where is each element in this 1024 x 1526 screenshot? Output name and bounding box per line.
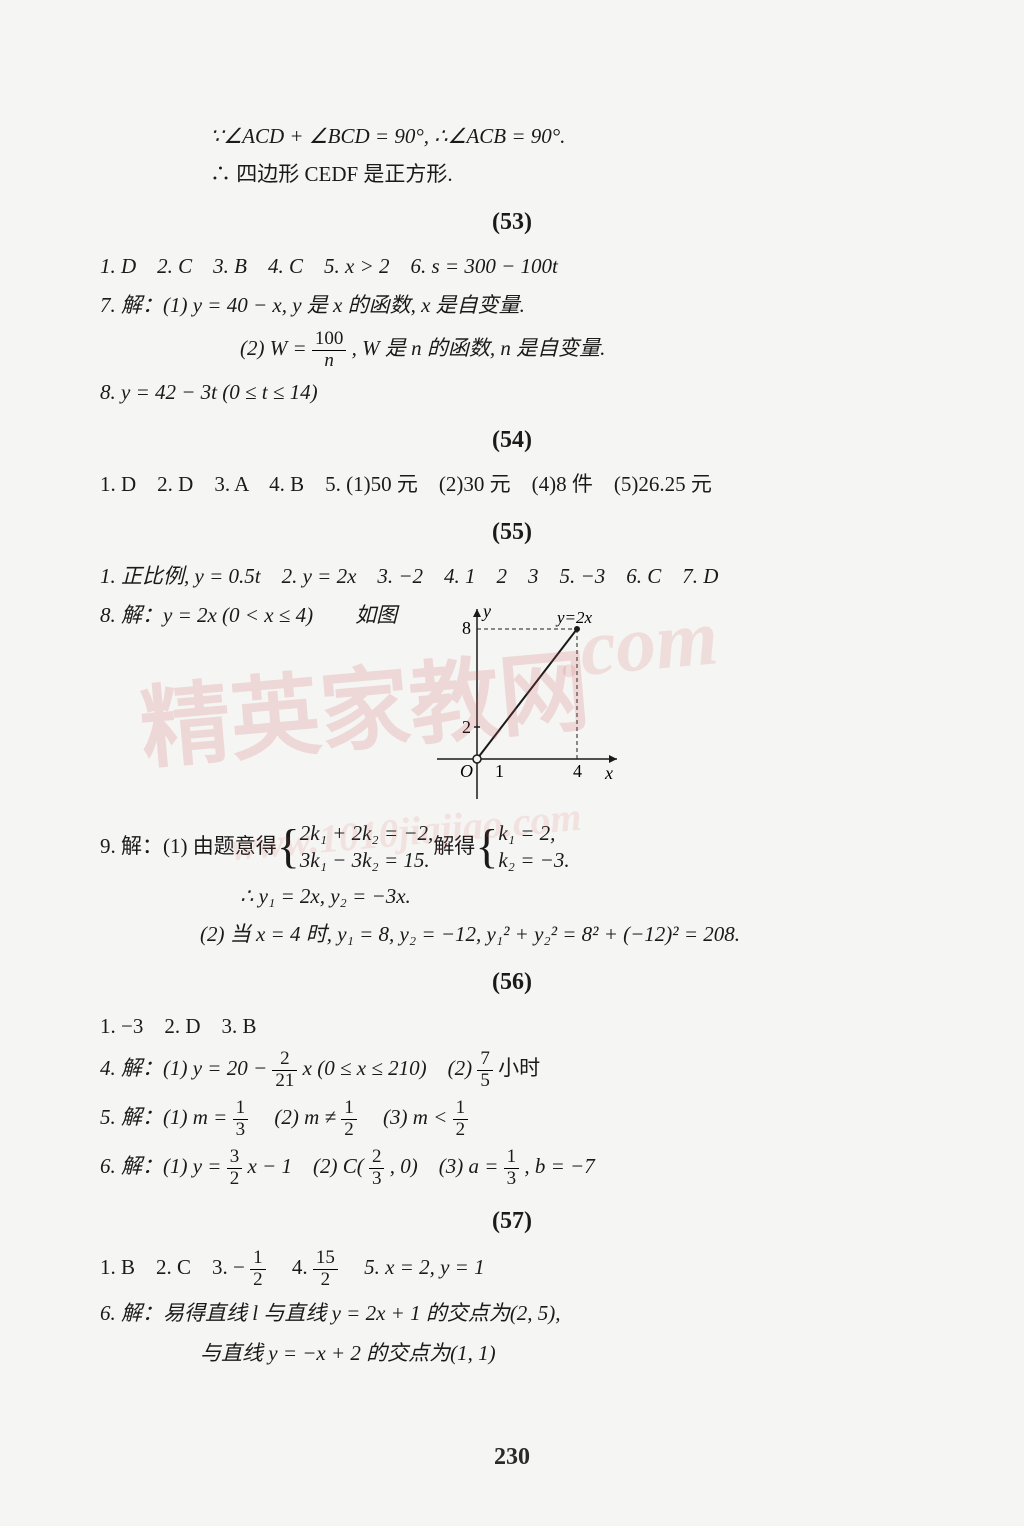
frac-num: 15 (313, 1248, 338, 1270)
svg-text:y: y (481, 601, 491, 621)
s56-q5-mid2: (3) m < (362, 1105, 453, 1129)
s55-answers-row1: 1. 正比例, y = 0.5t 2. y = 2x 3. −2 4. 1 2 … (100, 560, 924, 594)
s53-q7-part2: (2) W = 100 n , W 是 n 的函数, n 是自变量. (100, 329, 924, 372)
section-57-header: (57) (100, 1202, 924, 1240)
svg-text:2: 2 (462, 717, 471, 737)
frac-num: 2 (272, 1049, 297, 1071)
s57-answers-row1: 1. B 2. C 3. − 12 4. 152 5. x = 2, y = 1 (100, 1248, 924, 1291)
section-56-header: (56) (100, 963, 924, 1001)
section-53-header: (53) (100, 203, 924, 241)
s56-q5-pre: 5. 解：(1) m = (100, 1105, 233, 1129)
sol2: k₂ = −3. (498, 847, 569, 874)
svg-text:8: 8 (462, 618, 471, 638)
s57-row1-post: 5. x = 2, y = 1 (343, 1255, 484, 1279)
s53-q7-part1: 7. 解：(1) y = 40 − x, y 是 x 的函数, x 是自变量. (100, 289, 924, 323)
s56-q5-frac1: 13 (233, 1098, 249, 1141)
left-brace-2: { (475, 825, 498, 868)
frac-num: 1 (453, 1098, 469, 1120)
frac-num: 3 (227, 1147, 243, 1169)
s55-q9-part1: 9. 解：(1) 由题意得 { 2k₁ + 2k₂ = −2, 3k₁ − 3k… (100, 820, 924, 875)
frac-den: 2 (453, 1120, 469, 1141)
s53-q7b-fraction: 100 n (312, 329, 347, 372)
s56-q6-post: , b = −7 (524, 1154, 594, 1178)
frac-den: 3 (233, 1120, 249, 1141)
page-content: ∵∠ACD + ∠BCD = 90°, ∴∠ACB = 90°. ∴ 四边形 C… (100, 120, 924, 1370)
section-55-header: (55) (100, 513, 924, 551)
s53-q7b-pre: (2) W = (240, 336, 312, 360)
s57-row1-mid: 4. (271, 1255, 313, 1279)
s56-q6-frac1: 32 (227, 1147, 243, 1190)
s56-q4-post: 小时 (498, 1057, 540, 1081)
proof-line-2: ∴ 四边形 CEDF 是正方形. (100, 158, 924, 192)
frac-num: 1 (504, 1147, 520, 1169)
eq2: 3k₁ − 3k₂ = 15. (300, 847, 434, 874)
s56-q6-pre: 6. 解：(1) y = (100, 1154, 227, 1178)
s54-answers-row1: 1. D 2. D 3. A 4. B 5. (1)50 元 (2)30 元 (… (100, 468, 924, 502)
s53-q8: 8. y = 42 − 3t (0 ≤ t ≤ 14) (100, 376, 924, 410)
left-brace-1: { (277, 825, 300, 868)
page-number: 230 (0, 1438, 1024, 1476)
eq1: 2k₁ + 2k₂ = −2, (300, 820, 434, 847)
brace-content-1: 2k₁ + 2k₂ = −2, 3k₁ − 3k₂ = 15. (300, 820, 434, 875)
frac-num: 1 (341, 1098, 357, 1120)
s53-answers-row1: 1. D 2. C 3. B 4. C 5. x > 2 6. s = 300 … (100, 250, 924, 284)
s55-q9c: (2) 当 x = 4 时, y₁ = 8, y₂ = −12, y₁² + y… (100, 918, 924, 952)
frac-num: 1 (250, 1248, 266, 1270)
s56-q4: 4. 解：(1) y = 20 − 221 x (0 ≤ x ≤ 210) (2… (100, 1049, 924, 1092)
s55-q8-row: 8. 解：y = 2x (0 < x ≤ 4) 如图 8 2 1 4 O x y (100, 599, 924, 820)
s57-q6b: 与直线 y = −x + 2 的交点为(1, 1) (100, 1337, 924, 1371)
proof-line-1: ∵∠ACD + ∠BCD = 90°, ∴∠ACB = 90°. (100, 120, 924, 154)
section-54-header: (54) (100, 421, 924, 459)
svg-text:x: x (604, 763, 613, 783)
s56-q5: 5. 解：(1) m = 13 (2) m ≠ 12 (3) m < 12 (100, 1098, 924, 1141)
s56-q6-frac3: 13 (504, 1147, 520, 1190)
s57-row1-pre: 1. B 2. C 3. − (100, 1255, 250, 1279)
s56-q4-mid: x (0 ≤ x ≤ 210) (2) (303, 1057, 478, 1081)
s53-q7b-post: , W 是 n 的函数, n 是自变量. (352, 336, 606, 360)
svg-text:4: 4 (573, 761, 582, 781)
s56-q6-mid1: x − 1 (2) C( (247, 1154, 368, 1178)
s57-frac1: 12 (250, 1248, 266, 1291)
frac-den: 5 (477, 1071, 493, 1092)
frac-num: 100 (312, 329, 347, 351)
frac-num: 1 (233, 1098, 249, 1120)
chart-svg: 8 2 1 4 O x y y=2x (427, 599, 627, 809)
frac-num: 7 (477, 1049, 493, 1071)
s56-q4-frac2: 75 (477, 1049, 493, 1092)
frac-den: 2 (227, 1169, 243, 1190)
s56-q4-pre: 4. 解：(1) y = 20 − (100, 1057, 272, 1081)
s56-q4-frac1: 221 (272, 1049, 297, 1092)
s55-q9a-mid: 解得 (433, 830, 475, 864)
s56-q5-mid1: (2) m ≠ (253, 1105, 341, 1129)
s57-q6a: 6. 解：易得直线 l 与直线 y = 2x + 1 的交点为(2, 5), (100, 1297, 924, 1331)
frac-den: 2 (250, 1270, 266, 1291)
svg-text:O: O (460, 761, 473, 781)
s55-q9a-pre: 9. 解：(1) 由题意得 (100, 830, 277, 864)
s56-q6-frac2: 23 (369, 1147, 385, 1190)
svg-text:1: 1 (495, 761, 504, 781)
s56-q5-frac2: 12 (341, 1098, 357, 1141)
frac-num: 2 (369, 1147, 385, 1169)
s55-q8-text: 8. 解：y = 2x (0 < x ≤ 4) 如图 (100, 599, 397, 633)
frac-den: 3 (369, 1169, 385, 1190)
frac-den: 21 (272, 1071, 297, 1092)
s57-frac2: 152 (313, 1248, 338, 1291)
frac-den: 3 (504, 1169, 520, 1190)
svg-text:y=2x: y=2x (555, 608, 593, 627)
s55-q8-chart: 8 2 1 4 O x y y=2x (427, 599, 627, 820)
frac-den: n (312, 351, 347, 372)
s56-answers-row1: 1. −3 2. D 3. B (100, 1010, 924, 1044)
s56-q5-frac3: 12 (453, 1098, 469, 1141)
s56-q6: 6. 解：(1) y = 32 x − 1 (2) C( 23 , 0) (3)… (100, 1147, 924, 1190)
frac-den: 2 (313, 1270, 338, 1291)
sol1: k₁ = 2, (498, 820, 569, 847)
s55-q9b: ∴ y₁ = 2x, y₂ = −3x. (100, 880, 924, 914)
s56-q6-mid2: , 0) (3) a = (390, 1154, 504, 1178)
frac-den: 2 (341, 1120, 357, 1141)
brace-content-2: k₁ = 2, k₂ = −3. (498, 820, 569, 875)
